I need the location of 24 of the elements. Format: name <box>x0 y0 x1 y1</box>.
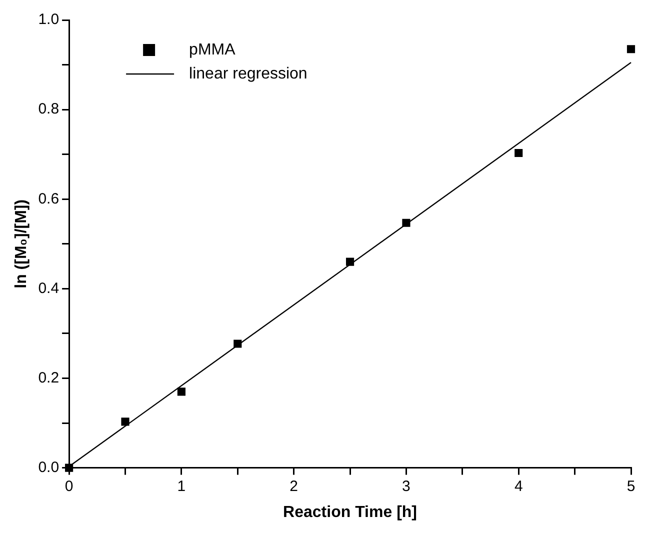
x-tick-label: 2 <box>290 478 298 495</box>
point <box>234 340 242 348</box>
x-tick-label: 4 <box>514 478 523 495</box>
y-axis-title: ln ([M₀]/[M]) <box>13 199 30 288</box>
y-tick-label: 0.0 <box>38 458 60 476</box>
point <box>177 388 186 396</box>
x-tick-label: 1 <box>177 478 186 495</box>
point <box>626 45 636 54</box>
y-tick-label: 1.0 <box>38 11 60 28</box>
point <box>514 148 523 158</box>
point <box>346 258 354 266</box>
y-tick-label: 0.4 <box>38 280 60 297</box>
y-tick-label: 0.2 <box>38 369 60 386</box>
point <box>65 464 74 472</box>
point <box>402 218 410 227</box>
legend-label: pMMA <box>189 41 236 58</box>
y-tick-label: 0.6 <box>38 190 60 208</box>
point <box>121 418 130 426</box>
y-tick-label: 0.8 <box>38 100 60 118</box>
legend-label: linear regression <box>189 65 308 82</box>
x-axis-title: Reaction Time [h] <box>283 504 418 521</box>
x-tick-label: 3 <box>402 478 410 495</box>
x-tick-label: 5 <box>626 478 636 495</box>
x-tick-label: 0 <box>64 478 74 495</box>
